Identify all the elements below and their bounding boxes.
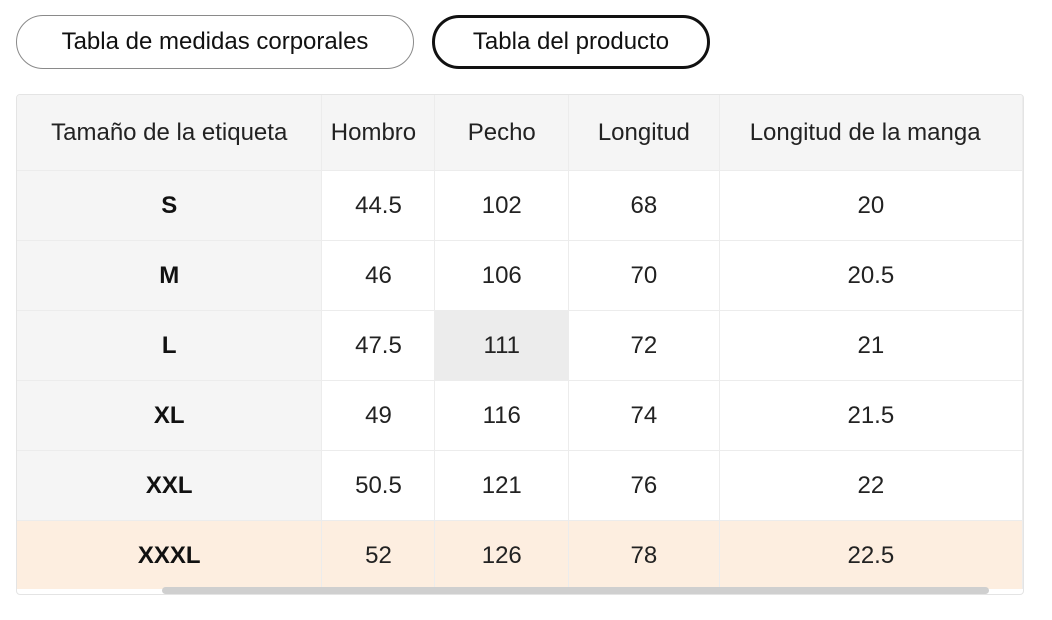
chest-cell: 102 xyxy=(434,170,570,241)
chest-cell: 106 xyxy=(434,240,570,311)
length-cell: 74 xyxy=(568,380,720,451)
shoulder-cell: 50.5 xyxy=(321,450,436,521)
length-cell: 76 xyxy=(568,450,720,521)
chest-cell: 126 xyxy=(434,520,570,589)
shoulder-cell: 44.5 xyxy=(321,170,436,241)
size-cell: M xyxy=(17,240,323,311)
table-header-row: Tamaño de la etiqueta Hombro Pecho Longi… xyxy=(17,95,1023,171)
size-cell: XXL xyxy=(17,450,323,521)
column-header-shoulder: Hombro xyxy=(321,95,436,171)
sleeve-length-cell: 21 xyxy=(719,310,1023,381)
shoulder-cell: 49 xyxy=(321,380,436,451)
length-cell: 78 xyxy=(568,520,720,589)
sleeve-length-cell: 20.5 xyxy=(719,240,1023,311)
size-cell: XL xyxy=(17,380,323,451)
shoulder-cell: 46 xyxy=(321,240,436,311)
column-header-chest: Pecho xyxy=(434,95,570,171)
tab-body-measurements[interactable]: Tabla de medidas corporales xyxy=(16,15,414,69)
table-row: S 44.5 102 68 20 xyxy=(17,170,1023,241)
size-table-container: Tamaño de la etiqueta Hombro Pecho Longi… xyxy=(16,94,1024,595)
horizontal-scrollbar[interactable] xyxy=(162,587,989,594)
chest-cell: 116 xyxy=(434,380,570,451)
sleeve-length-cell: 22 xyxy=(719,450,1023,521)
chest-cell: 121 xyxy=(434,450,570,521)
table-row: XXL 50.5 121 76 22 xyxy=(17,450,1023,521)
length-cell: 70 xyxy=(568,240,720,311)
length-cell: 72 xyxy=(568,310,720,381)
tab-product-measurements[interactable]: Tabla del producto xyxy=(432,15,710,69)
tab-bar: Tabla de medidas corporales Tabla del pr… xyxy=(16,15,710,69)
shoulder-cell: 52 xyxy=(321,520,436,589)
column-header-sleeve-length: Longitud de la manga xyxy=(719,95,1023,171)
sleeve-length-cell: 22.5 xyxy=(719,520,1023,589)
table-row-highlighted: XXXL 52 126 78 22.5 xyxy=(17,520,1023,589)
column-header-length: Longitud xyxy=(568,95,720,171)
length-cell: 68 xyxy=(568,170,720,241)
size-table-scroll-area[interactable]: Tamaño de la etiqueta Hombro Pecho Longi… xyxy=(17,95,1023,589)
column-header-label-size: Tamaño de la etiqueta xyxy=(17,95,323,171)
size-cell: S xyxy=(17,170,323,241)
sleeve-length-cell: 20 xyxy=(719,170,1023,241)
sleeve-length-cell: 21.5 xyxy=(719,380,1023,451)
shoulder-cell: 47.5 xyxy=(321,310,436,381)
table-row: M 46 106 70 20.5 xyxy=(17,240,1023,311)
size-cell: XXXL xyxy=(17,520,323,589)
table-row: L 47.5 111 72 21 xyxy=(17,310,1023,381)
table-row: XL 49 116 74 21.5 xyxy=(17,380,1023,451)
chest-cell: 111 xyxy=(434,310,570,381)
size-table: Tamaño de la etiqueta Hombro Pecho Longi… xyxy=(17,95,1023,589)
size-cell: L xyxy=(17,310,323,381)
